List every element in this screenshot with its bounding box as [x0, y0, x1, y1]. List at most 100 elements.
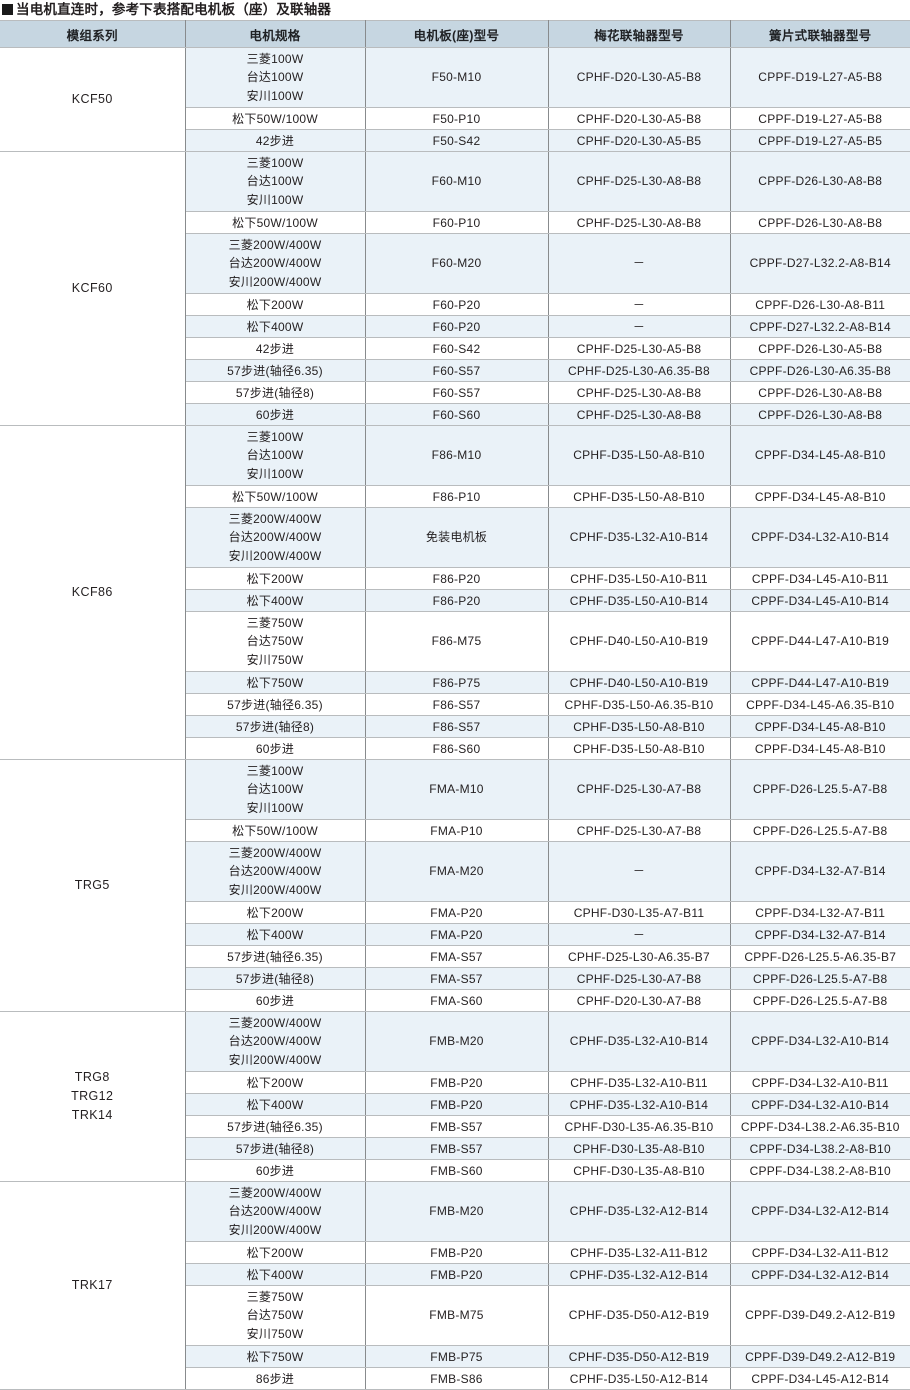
table-row: 松下400W FMA-P20 － CPPF-D34-L32-A7-B14 — [0, 923, 910, 946]
jaw-coupling-model-cell: － — [547, 841, 731, 902]
motor-plate-model-cell: F50-P10 — [364, 107, 549, 130]
disc-coupling-model-cell: CPPF-D34-L32-A7-B11 — [729, 901, 910, 924]
series-cell: KCF86 — [0, 425, 186, 760]
jaw-coupling-model-cell: CPHF-D40-L50-A10-B19 — [547, 671, 731, 694]
jaw-coupling-model-cell: CPHF-D25-L30-A7-B8 — [547, 967, 731, 990]
column-header-motor-spec: 电机规格 — [184, 20, 366, 48]
motor-plate-model-cell: F86-P20 — [364, 589, 549, 612]
motor-spec-cell: 三菱200W/400W 台达200W/400W 安川200W/400W — [185, 233, 366, 294]
jaw-coupling-model-cell: CPHF-D25-L30-A7-B8 — [547, 759, 731, 820]
table-row: 松下750W F86-P75 CPHF-D40-L50-A10-B19 CPPF-D4… — [0, 671, 910, 694]
table-row: 三菱750W 台达750W 安川750W F86-M75 CPHF-D40-L50-A1… — [0, 611, 910, 672]
motor-spec-cell: 三菱100W 台达100W 安川100W — [184, 759, 366, 820]
jaw-coupling-model-cell: CPHF-D25-L30-A8-B8 — [547, 151, 731, 212]
jaw-coupling-model-cell: CPHF-D35-L50-A6.35-B10 — [547, 693, 731, 716]
motor-spec-cell: 松下400W — [185, 1263, 366, 1286]
jaw-coupling-model-cell: CPHF-D30-L35-A6.35-B10 — [547, 1115, 731, 1138]
motor-plate-model-cell: F60-P10 — [364, 211, 549, 234]
table-body: KCF50 三菱100W 台达100W 安川100W F50-M10 CPHF-D20-L… — [0, 47, 910, 1390]
table-row: KCF60 三菱100W 台达100W 安川100W F60-M10 CPHF-D25-L… — [0, 151, 910, 426]
disc-coupling-model-cell: CPPF-D19-L27-A5-B8 — [729, 107, 910, 130]
disc-coupling-model-cell: CPPF-D34-L45-A6.35-B10 — [729, 693, 910, 716]
motor-spec-cell: 57步进(轴径8) — [185, 715, 366, 738]
motor-plate-model-cell: F60-M10 — [364, 151, 549, 212]
jaw-coupling-model-cell: CPHF-D20-L30-A5-B8 — [547, 47, 731, 108]
jaw-coupling-model-cell: CPHF-D35-L32-A12-B14 — [547, 1263, 731, 1286]
motor-spec-cell: 三菱750W 台达750W 安川750W — [185, 611, 366, 672]
disc-coupling-model-cell: CPPF-D34-L32-A10-B14 — [729, 1011, 910, 1072]
motor-plate-model-cell: F86-S57 — [364, 693, 549, 716]
table-row: 松下400W FMB-P20 CPHF-D35-L32-A10-B14 CPPF-D3… — [0, 1093, 910, 1116]
table-row: 60步进 FMA-S60 CPHF-D20-L30-A7-B8 CPPF-D26-L2… — [0, 989, 910, 1012]
motor-plate-model-cell: F50-M10 — [364, 47, 549, 108]
motor-spec-cell: 57步进(轴径6.35) — [185, 945, 366, 968]
disc-coupling-model-cell: CPPF-D34-L45-A8-B10 — [729, 737, 910, 760]
disc-coupling-model-cell: CPPF-D39-D49.2-A12-B19 — [729, 1345, 910, 1368]
black-square-bullet-icon — [2, 4, 13, 15]
motor-spec-cell: 松下200W — [185, 567, 366, 590]
table-row: 松下200W F60-P20 － CPPF-D26-L30-A8-B11 — [0, 293, 910, 316]
motor-spec-cell: 三菱100W 台达100W 安川100W — [184, 425, 366, 486]
motor-spec-cell: 三菱200W/400W 台达200W/400W 安川200W/400W — [185, 507, 366, 568]
jaw-coupling-model-cell: CPHF-D35-L50-A10-B11 — [547, 567, 731, 590]
disc-coupling-model-cell: CPPF-D34-L45-A10-B11 — [729, 567, 910, 590]
jaw-coupling-model-cell: CPHF-D35-L50-A12-B14 — [547, 1367, 731, 1390]
jaw-coupling-model-cell: CPHF-D35-L32-A10-B14 — [547, 1011, 731, 1072]
motor-plate-model-cell: F86-P75 — [364, 671, 549, 694]
jaw-coupling-model-cell: － — [547, 923, 731, 946]
table-row: 57步进(轴径6.35) FMB-S57 CPHF-D30-L35-A6.35-B1… — [0, 1115, 910, 1138]
motor-plate-model-cell: FMB-S57 — [364, 1137, 549, 1160]
motor-plate-model-cell: FMB-S57 — [364, 1115, 549, 1138]
disc-coupling-model-cell: CPPF-D44-L47-A10-B19 — [729, 611, 910, 672]
motor-spec-cell: 松下400W — [185, 589, 366, 612]
disc-coupling-model-cell: CPPF-D26-L30-A8-B11 — [729, 293, 910, 316]
jaw-coupling-model-cell: CPHF-D35-L50-A8-B10 — [547, 715, 731, 738]
motor-plate-model-cell: F60-P20 — [364, 315, 549, 338]
table-header-row: 模组系列 电机规格 电机板(座)型号 梅花联轴器型号 簧片式联轴器型号 — [0, 20, 910, 48]
disc-coupling-model-cell: CPPF-D34-L38.2-A8-B10 — [729, 1137, 910, 1160]
motor-plate-model-cell: F60-S60 — [364, 403, 549, 426]
motor-spec-cell: 三菱200W/400W 台达200W/400W 安川200W/400W — [184, 1181, 366, 1242]
motor-plate-model-cell: FMB-S86 — [364, 1367, 549, 1390]
table-row: TRG8 TRG12 TRK14 三菱200W/400W 台达200W/400W 安川20… — [0, 1011, 910, 1182]
jaw-coupling-model-cell: CPHF-D35-D50-A12-B19 — [547, 1345, 731, 1368]
series-cell: KCF60 — [0, 151, 186, 426]
motor-plate-model-cell: FMA-P10 — [364, 819, 549, 842]
motor-plate-model-cell: F86-P10 — [364, 485, 549, 508]
jaw-coupling-model-cell: CPHF-D25-L30-A5-B8 — [547, 337, 731, 360]
disc-coupling-model-cell: CPPF-D34-L32-A12-B14 — [729, 1263, 910, 1286]
table-header: 模组系列 电机规格 电机板(座)型号 梅花联轴器型号 簧片式联轴器型号 — [0, 20, 910, 48]
jaw-coupling-model-cell: CPHF-D30-L35-A8-B10 — [547, 1137, 731, 1160]
motor-spec-cell: 松下400W — [185, 923, 366, 946]
table-row: KCF86 三菱100W 台达100W 安川100W F86-M10 CPHF-D35-L… — [0, 425, 910, 760]
motor-plate-model-cell: FMB-P20 — [364, 1093, 549, 1116]
motor-spec-cell: 86步进 — [185, 1367, 366, 1390]
motor-plate-model-cell: F60-S42 — [364, 337, 549, 360]
motor-plate-model-cell: FMA-P20 — [364, 923, 549, 946]
jaw-coupling-model-cell: － — [547, 293, 731, 316]
motor-plate-model-cell: FMA-P20 — [364, 901, 549, 924]
motor-spec-cell: 57步进(轴径6.35) — [185, 693, 366, 716]
disc-coupling-model-cell: CPPF-D26-L30-A6.35-B8 — [729, 359, 910, 382]
motor-plate-model-cell: 免装电机板 — [364, 507, 549, 568]
section-title-text: 当电机直连时，参考下表搭配电机板（座）及联轴器 — [16, 1, 332, 17]
motor-plate-model-cell: F86-M75 — [364, 611, 549, 672]
motor-plate-model-cell: F86-M10 — [364, 425, 549, 486]
table-row: 松下200W FMB-P20 CPHF-D35-L32-A10-B11 CPPF-D3… — [0, 1071, 910, 1094]
motor-spec-cell: 60步进 — [185, 1159, 366, 1182]
table-row: 三菱200W/400W 台达200W/400W 安川200W/400W 免装电机板 CP… — [0, 507, 910, 568]
jaw-coupling-model-cell: － — [547, 315, 731, 338]
disc-coupling-model-cell: CPPF-D26-L30-A5-B8 — [729, 337, 910, 360]
motor-plate-model-cell: FMB-P20 — [364, 1263, 549, 1286]
disc-coupling-model-cell: CPPF-D34-L45-A10-B14 — [729, 589, 910, 612]
motor-spec-cell: 60步进 — [185, 403, 366, 426]
disc-coupling-model-cell: CPPF-D26-L30-A8-B8 — [729, 211, 910, 234]
jaw-coupling-model-cell: CPHF-D40-L50-A10-B19 — [547, 611, 731, 672]
motor-spec-cell: 松下50W/100W — [185, 485, 366, 508]
motor-plate-model-cell: FMB-S60 — [364, 1159, 549, 1182]
series-cell: TRG5 — [0, 759, 186, 1012]
motor-spec-cell: 三菱100W 台达100W 安川100W — [184, 151, 366, 212]
disc-coupling-model-cell: CPPF-D34-L32-A11-B12 — [729, 1241, 910, 1264]
disc-coupling-model-cell: CPPF-D34-L32-A10-B11 — [729, 1071, 910, 1094]
jaw-coupling-model-cell: CPHF-D20-L30-A5-B8 — [547, 107, 731, 130]
